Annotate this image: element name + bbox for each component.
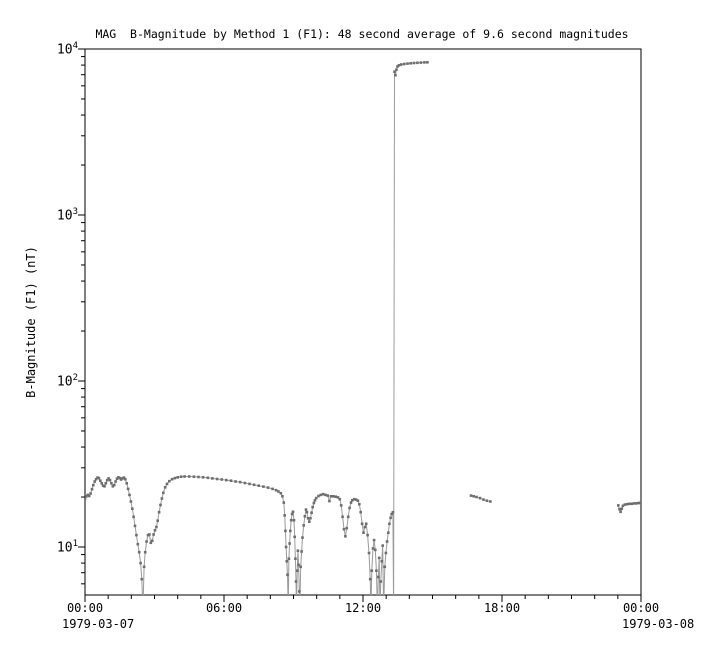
x-axis-date-label: 1979-03-08 [622,617,695,631]
x-axis-date-label: 1979-03-07 [62,617,135,631]
x-tick-label: 06:00 [205,601,243,615]
x-tick-label: 00:00 [66,601,104,615]
x-tick-label: 00:00 [622,601,660,615]
y-tick-label: 104 [56,41,78,58]
x-tick-label: 18:00 [483,601,521,615]
chart-title: MAG B-Magnitude by Method 1 (F1): 48 sec… [95,27,629,41]
x-tick-label: 12:00 [344,601,382,615]
y-tick-label: 103 [56,207,78,224]
y-tick-label: 102 [56,373,78,390]
y-tick-label: 101 [56,539,78,556]
